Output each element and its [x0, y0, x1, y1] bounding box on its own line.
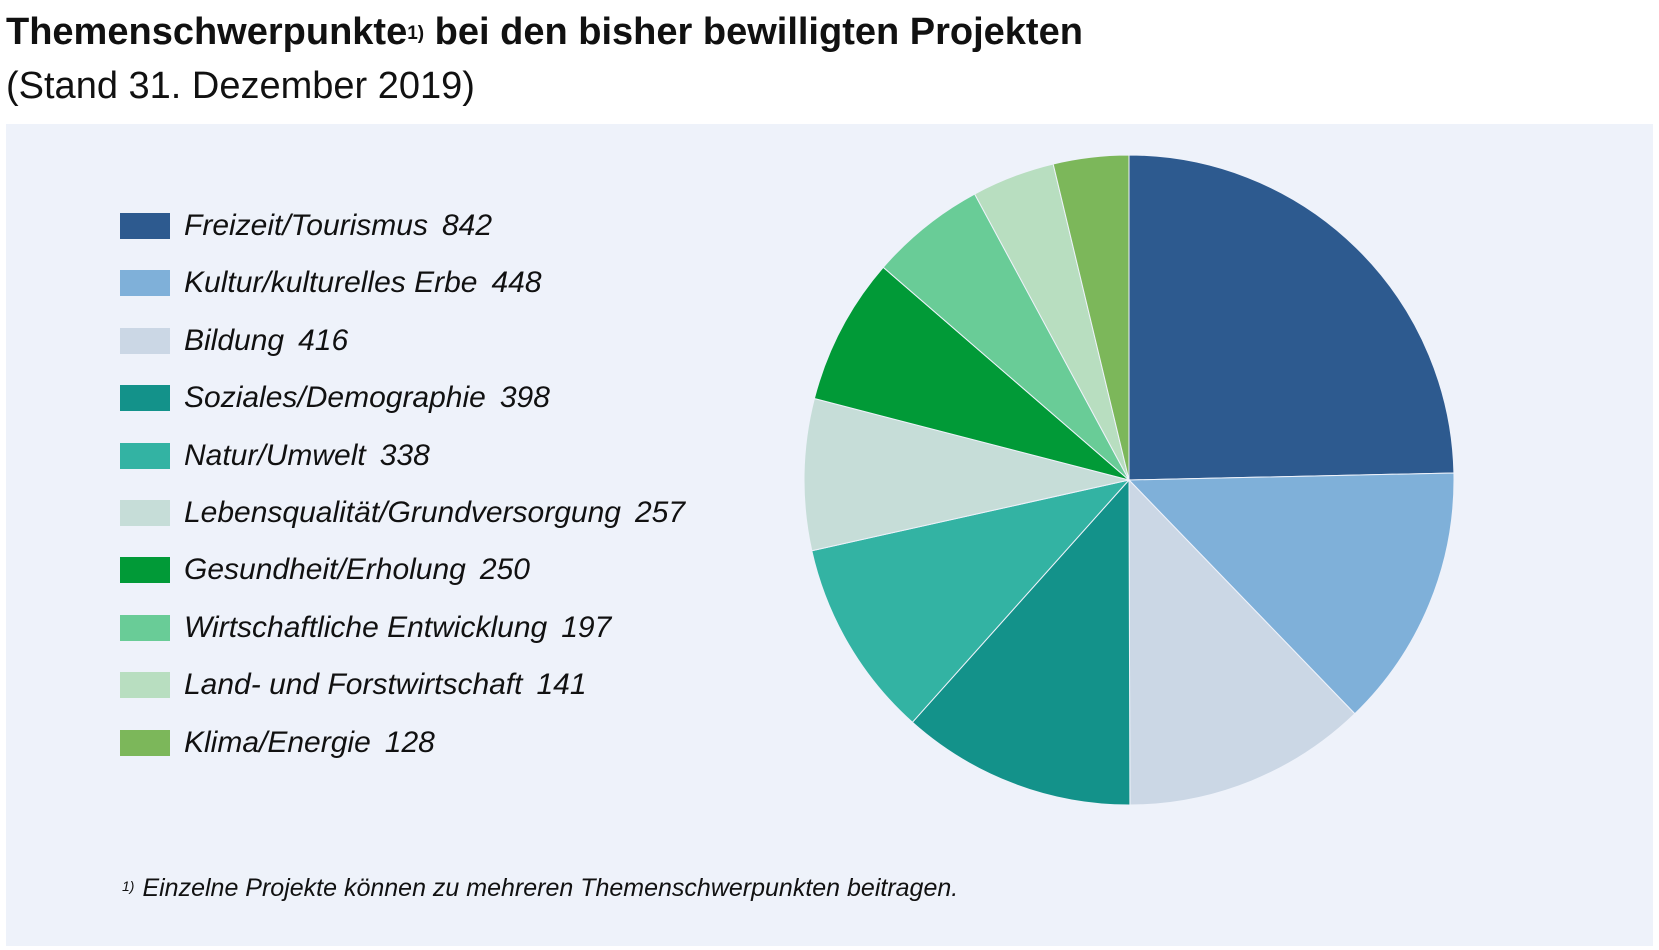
legend-label-text: Kultur/kulturelles Erbe	[184, 266, 478, 300]
legend-label-text: Gesundheit/Erholung	[184, 553, 466, 587]
legend-swatch	[120, 385, 170, 412]
legend-label: Land- und Forstwirtschaft 141	[184, 667, 587, 703]
legend-label: Lebensqualität/Grundversorgung 257	[184, 495, 685, 531]
legend-label: Freizeit/Tourismus 842	[184, 208, 492, 244]
legend-label-text: Natur/Umwelt	[184, 438, 366, 472]
footnote-marker: 1)	[122, 878, 135, 894]
legend-swatch	[120, 614, 170, 641]
legend-swatch	[120, 213, 170, 239]
legend-label: Natur/Umwelt 338	[184, 438, 430, 474]
legend-label-value: 250	[479, 553, 530, 587]
legend-label-value: 141	[536, 668, 587, 702]
legend-label-text: Land- und Forstwirtschaft	[184, 668, 523, 702]
title-footnote-marker: 1)	[407, 23, 425, 44]
pie-slice	[1128, 154, 1455, 481]
legend-label-value: 257	[634, 496, 686, 529]
legend-label-text: Klima/Energie	[184, 725, 371, 759]
pie-slice	[1128, 478, 1356, 806]
legend-swatch	[120, 729, 170, 756]
legend-swatch	[120, 672, 170, 699]
pie-slice	[813, 266, 1130, 481]
legend-label-text: Bildung	[184, 323, 285, 357]
pie-chart	[803, 154, 1455, 806]
pie-slice	[811, 479, 1131, 723]
legend-label: Soziales/Demographie 398	[184, 380, 550, 416]
legend-label: Bildung 416	[184, 323, 348, 359]
chart-title: Themenschwerpunkte1) bei den bisher bewi…	[6, 8, 1083, 56]
legend-label-text: Wirtschaftliche Entwicklung	[184, 610, 548, 644]
legend-swatch	[120, 442, 170, 469]
legend-label-value: 128	[384, 725, 435, 759]
legend-label-value: 398	[499, 381, 550, 415]
legend-label-text: Soziales/Demographie	[184, 381, 486, 415]
pie-slice	[803, 397, 1130, 552]
legend-swatch	[120, 500, 170, 526]
legend-swatch	[120, 557, 170, 584]
legend-label-value: 197	[561, 610, 612, 644]
legend-label-text: Lebensqualität/Grundversorgung	[184, 496, 621, 529]
legend-label: Kultur/kulturelles Erbe 448	[184, 265, 542, 301]
footnote: 1) Einzelne Projekte können zu mehreren T…	[122, 871, 958, 905]
chart-subtitle: (Stand 31. Dezember 2019)	[6, 65, 475, 107]
legend-label: Klima/Energie 128	[184, 725, 435, 761]
legend-label-value: 448	[491, 266, 542, 300]
chart-title-rest: bei den bisher bewilligten Projekten	[424, 11, 1083, 53]
legend-swatch	[120, 270, 170, 297]
chart-title-main: Themenschwerpunkte	[6, 11, 408, 53]
footnote-text: Einzelne Projekte können zu mehreren The…	[142, 874, 959, 902]
chart-panel: Freizeit/Tourismus 842 Kultur/kulturelles …	[6, 124, 1653, 946]
legend-label-value: 338	[379, 438, 430, 472]
pie-slice	[1127, 472, 1455, 715]
legend-label-value: 842	[441, 209, 493, 242]
pie-slice	[1052, 154, 1130, 481]
legend-label: Wirtschaftliche Entwicklung 197	[184, 610, 611, 646]
legend-label: Gesundheit/Erholung 250	[184, 552, 530, 588]
pie-slice	[911, 478, 1131, 806]
legend-swatch	[120, 327, 170, 354]
legend-label-value: 416	[298, 323, 349, 357]
legend-label-text: Freizeit/Tourismus	[184, 209, 428, 242]
